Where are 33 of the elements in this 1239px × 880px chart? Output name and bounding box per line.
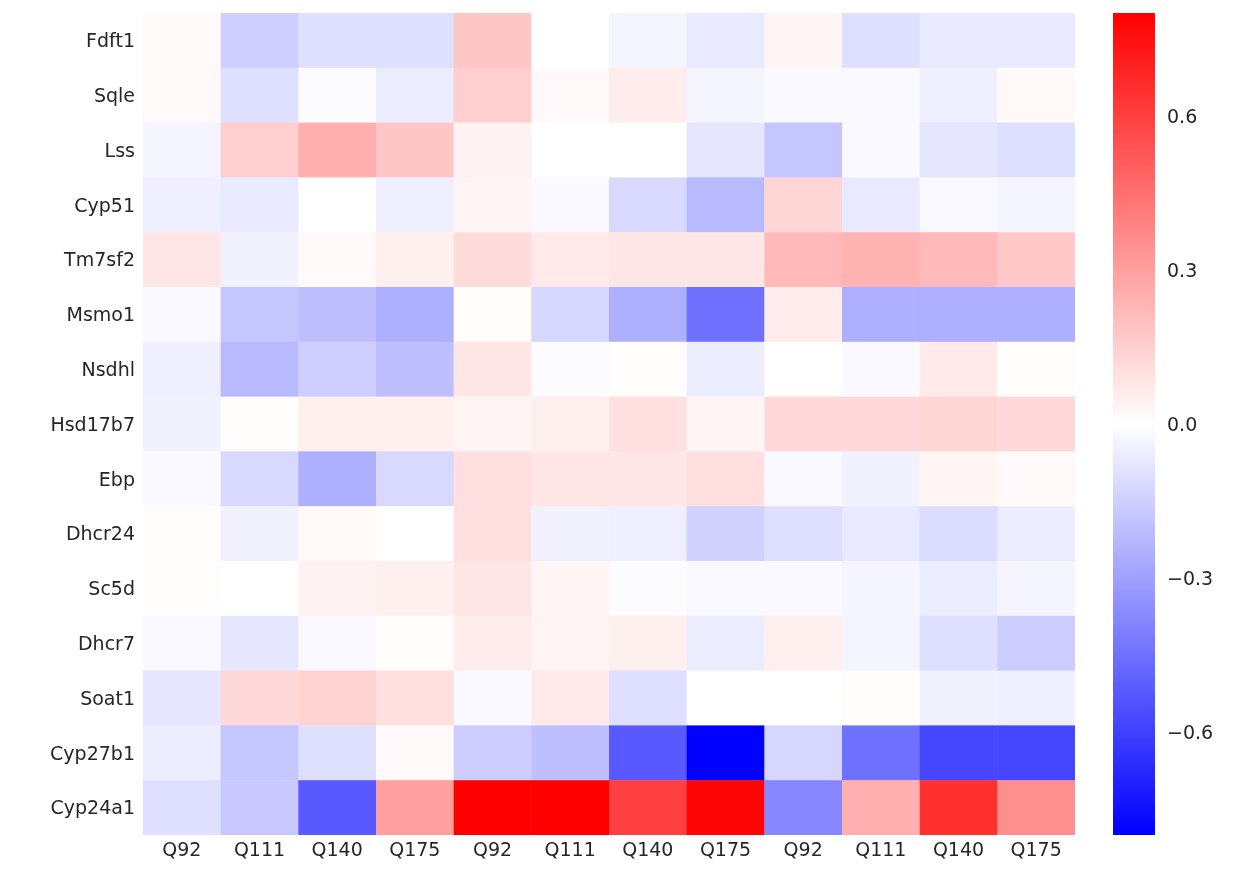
y-tick-label: Lss [104,138,135,161]
y-tick-label: Hsd17b7 [50,412,135,435]
colorbar: −0.6 −0.3 0.0 0.3 0.6 [1085,8,1235,880]
y-tick-label: Soat1 [80,686,135,709]
y-tick-label: Tm7sf2 [63,248,135,271]
x-tick-label: Q111 [855,838,907,861]
color-bar-label: 0.0 [1167,413,1198,435]
x-tick-label: Q92 [162,838,202,861]
y-tick-label: Cyp24a1 [50,796,135,819]
x-tick-label: Q92 [783,838,823,861]
y-tick-label: Fdft1 [86,29,135,52]
color-bar-label: 0.6 [1167,104,1198,127]
x-tick-label: Q140 [932,838,985,861]
x-tick-label: Q92 [472,838,513,861]
y-tick-label: Dhcr24 [65,522,135,545]
y-tick-label: Cyp27b1 [50,741,135,764]
y-tick-label: Ebp [98,467,135,490]
x-tick-label: Q140 [311,838,363,861]
y-tick-label: Nsdhl [81,357,135,380]
color-bar-label: −0.6 [1167,721,1214,744]
x-tick-label: Q175 [699,838,752,861]
x-tick-label: Q111 [544,838,596,861]
color-bar-label: 0.3 [1167,258,1198,281]
color-bar-label: −0.3 [1167,567,1214,590]
x-tick-label: Q175 [389,838,441,861]
y-tick-label: Dhcr7 [77,631,135,654]
y-tick-label: Sc5d [88,577,135,600]
y-tick-label: Msmo1 [66,303,135,326]
x-tick-label: Q175 [1010,838,1062,861]
x-tick-label: Q111 [233,838,286,861]
x-tick-label: Q140 [622,838,674,861]
y-tick-label: Cyp51 [74,193,135,216]
y-tick-label: Sqle [93,83,135,106]
